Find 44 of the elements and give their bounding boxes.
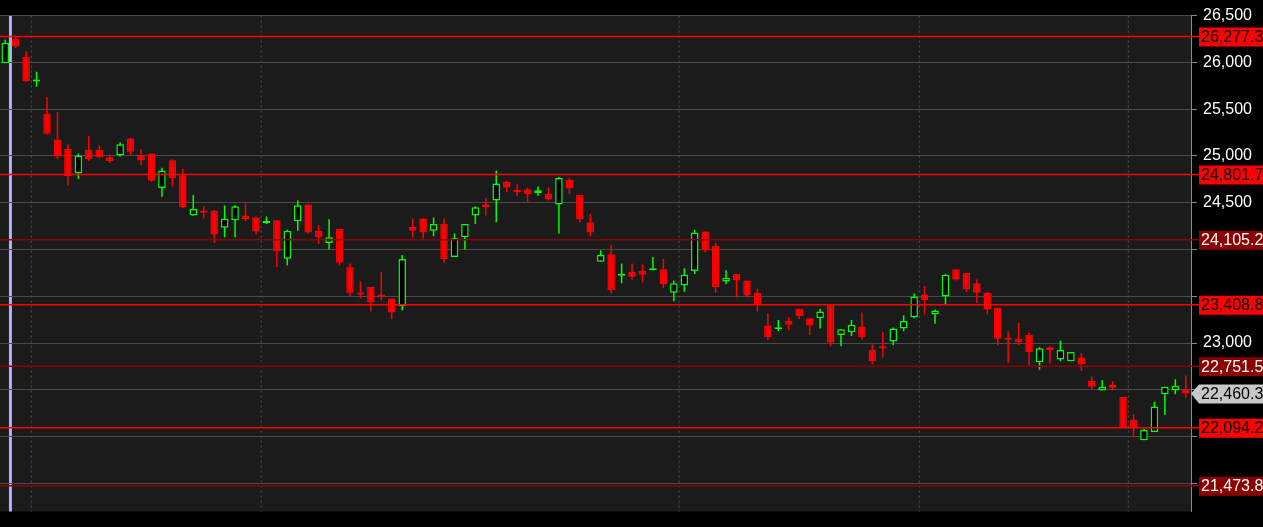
candlestick <box>1161 385 1169 416</box>
text: 22,460.3 <box>1201 384 1263 402</box>
y-tick-label: 26,500 <box>1203 6 1253 24</box>
ref-line-label: 26,277.3 <box>1201 27 1263 45</box>
ref-line-label: 22,094.2 <box>1201 419 1263 437</box>
candlestick <box>659 258 668 289</box>
ref-line-label: 21,473.8 <box>1201 477 1263 495</box>
candlestick <box>586 212 595 238</box>
candlestick <box>941 273 950 306</box>
candlestick <box>137 148 145 166</box>
candlestick <box>1098 379 1106 392</box>
candlestick <box>816 307 824 330</box>
ref-line-label: 23,408.8 <box>1201 296 1263 314</box>
candlestick <box>1150 401 1159 433</box>
ref-line-label: 24,105.2 <box>1201 231 1263 249</box>
candlestick <box>492 169 501 223</box>
ref-line-label: 24,801.7 <box>1201 165 1263 183</box>
candlestick <box>1035 346 1044 371</box>
candlestick <box>314 224 323 245</box>
y-tick-label: 24,500 <box>1203 193 1253 211</box>
y-tick-label: 23,000 <box>1203 333 1253 351</box>
candlestick <box>450 232 459 258</box>
ref-line-label: 22,751.5 <box>1201 357 1263 375</box>
candlestick <box>868 343 877 365</box>
y-tick-label: 25,500 <box>1203 99 1253 117</box>
candlestick <box>680 267 689 293</box>
candlestick <box>408 217 417 238</box>
candlestick <box>74 152 83 180</box>
candlestick <box>22 50 30 83</box>
y-tick-label: 26,000 <box>1203 52 1253 70</box>
candlestick <box>931 308 939 325</box>
candlestick <box>85 134 93 162</box>
candlestick <box>722 269 730 286</box>
candlestick <box>53 111 62 160</box>
candlestick <box>1014 322 1023 347</box>
candlestick <box>220 204 229 238</box>
candlestick <box>210 209 218 244</box>
candlestick <box>1056 339 1065 363</box>
candlestick <box>293 199 302 232</box>
candlestick <box>429 216 438 238</box>
candlestick <box>576 194 584 223</box>
y-tick-label: 25,000 <box>1203 146 1253 164</box>
candlestick <box>555 176 563 235</box>
candlestick <box>785 316 793 332</box>
